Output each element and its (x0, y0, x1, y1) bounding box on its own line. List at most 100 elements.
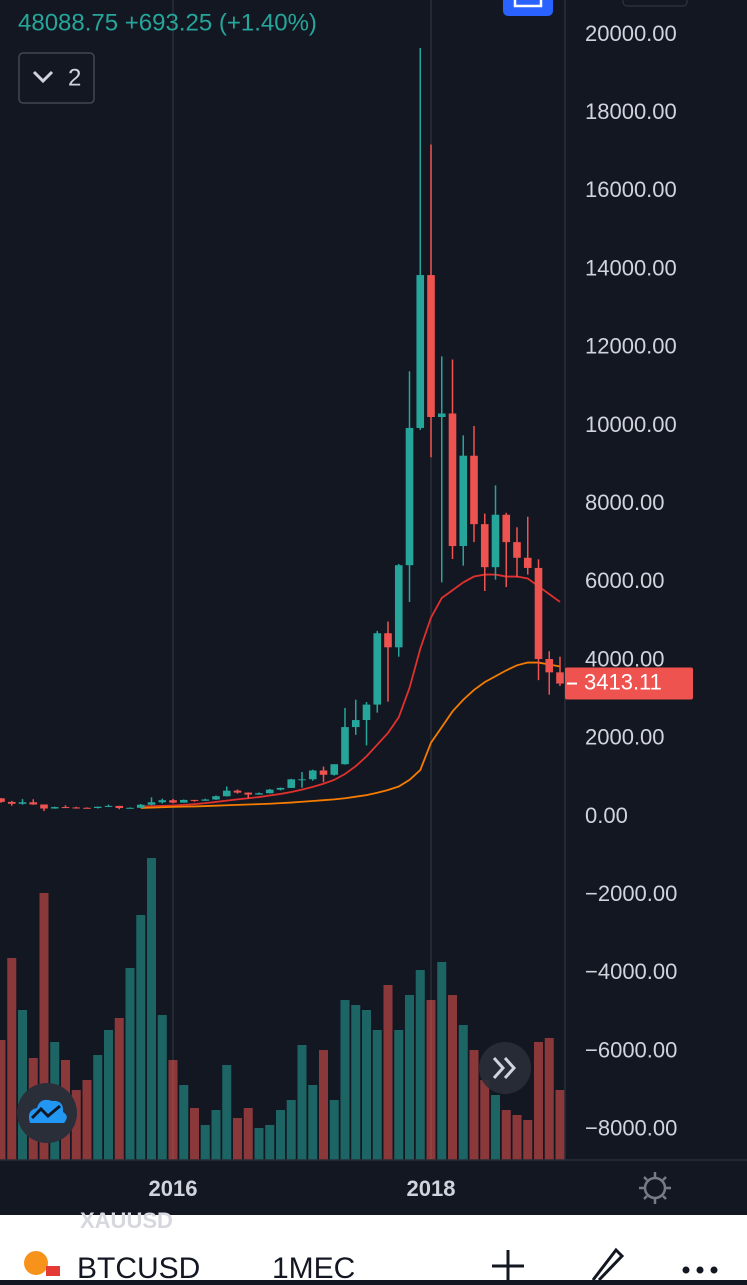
volume-bar (351, 1005, 361, 1160)
volume-bar (179, 1085, 189, 1160)
candle-body (158, 800, 167, 803)
volume-bar (437, 962, 447, 1160)
dot (696, 1266, 704, 1274)
candle-body (470, 455, 478, 525)
candle-body (276, 787, 285, 790)
top-button-icon (513, 0, 543, 8)
candle-body (169, 800, 177, 803)
y-tick-label: 16000.00 (585, 177, 677, 202)
candle-body (61, 807, 70, 809)
toolbar (0, 1215, 747, 1280)
y-tick-label: 10000.00 (585, 412, 677, 437)
add-button[interactable] (492, 1250, 524, 1280)
candle-body (147, 802, 156, 805)
candle-body (556, 672, 564, 684)
candle-body (93, 806, 102, 809)
candle-body (83, 807, 91, 809)
flag-icon (46, 1266, 60, 1276)
volume-bar (39, 893, 49, 1160)
dot (682, 1266, 690, 1274)
candle-body (72, 807, 81, 809)
draw-button[interactable] (591, 1247, 625, 1282)
more-button[interactable] (682, 1266, 718, 1274)
scroll-icon (492, 1056, 517, 1080)
last-price-tag: 3413.11 (565, 667, 693, 700)
volume-bar (136, 915, 146, 1160)
y-tick-label: 12000.00 (585, 334, 677, 359)
volume-bar (0, 1040, 6, 1160)
volume-bar (125, 968, 135, 1160)
candle-body (179, 799, 188, 803)
scroll-button[interactable] (479, 1042, 531, 1094)
candle-body (351, 720, 360, 728)
top-right-button[interactable] (622, 0, 688, 7)
candle-body (190, 799, 199, 801)
volume-bar (254, 1128, 264, 1160)
volume-bar (82, 1080, 92, 1160)
volume-bar (104, 1030, 113, 1160)
candle-body (298, 779, 306, 781)
volume-bar (480, 1080, 490, 1160)
candles (0, 48, 564, 812)
previous-symbol: XAUUSD (80, 1208, 173, 1233)
candle-body (523, 557, 532, 568)
candle-body (308, 770, 317, 780)
axis-labels: 20000.00 18000.00 16000.00 14000.00 12000.00… (149, 21, 678, 1201)
candle-body (244, 792, 253, 795)
candle-body (437, 413, 446, 418)
settings-button[interactable] (639, 1172, 671, 1204)
volume-bar (415, 970, 425, 1160)
volume-bar (114, 1018, 124, 1160)
candle-body (405, 427, 414, 566)
volume-bar (265, 1125, 275, 1160)
volume-bar (426, 1000, 436, 1160)
candle-body (362, 704, 371, 721)
candle-body (394, 565, 403, 648)
y-tick-label: 0.00 (585, 803, 628, 828)
moving-averages (140, 573, 561, 809)
y-tick-label: −8000.00 (585, 1116, 677, 1141)
y-tick-label: 2000.00 (585, 725, 665, 750)
candle-body (136, 804, 145, 808)
candle-body (212, 796, 220, 800)
symbol[interactable]: BTCUSD (77, 1252, 200, 1285)
volume-bar (71, 1090, 81, 1160)
volume-bar (243, 1108, 253, 1160)
volume-bar (501, 1110, 511, 1160)
volume-bar (458, 1025, 468, 1160)
volume-bar (168, 1060, 178, 1160)
candle-body (7, 801, 16, 804)
candle-body (341, 727, 349, 765)
y-tick-label: 4000.00 (585, 646, 665, 671)
volume-bar (523, 1120, 533, 1160)
y-tick-label: −2000.00 (585, 881, 677, 906)
moving-average-line (140, 661, 561, 809)
dot (710, 1266, 718, 1274)
volume-bar (286, 1100, 296, 1160)
volume-bar (319, 1050, 328, 1160)
candle-body (29, 802, 38, 805)
y-tick-label: 14000.00 (585, 255, 677, 280)
volume-bar (200, 1125, 210, 1160)
interval[interactable]: 1МЕС (272, 1252, 355, 1285)
volume-bar (491, 1095, 500, 1160)
candle-body (115, 805, 124, 809)
volume (0, 858, 565, 1160)
layers-button[interactable]: 2 (18, 52, 95, 104)
y-tick-label: 20000.00 (585, 21, 677, 46)
y-tick-label: 6000.00 (585, 568, 665, 593)
y-tick-label: −6000.00 (585, 1037, 677, 1062)
candle-body (459, 455, 468, 547)
volume-bar (308, 1085, 318, 1160)
btc-icon (24, 1251, 48, 1275)
volume-bar (93, 1055, 103, 1160)
top-button[interactable] (503, 0, 553, 16)
candle-body (126, 807, 134, 809)
volume-bar (18, 1010, 27, 1160)
cloud-button[interactable] (17, 1083, 77, 1143)
candle-body (480, 524, 489, 568)
x-tick-label: 2016 (149, 1176, 198, 1201)
candle-body (545, 659, 554, 673)
volume-bar (448, 995, 457, 1160)
